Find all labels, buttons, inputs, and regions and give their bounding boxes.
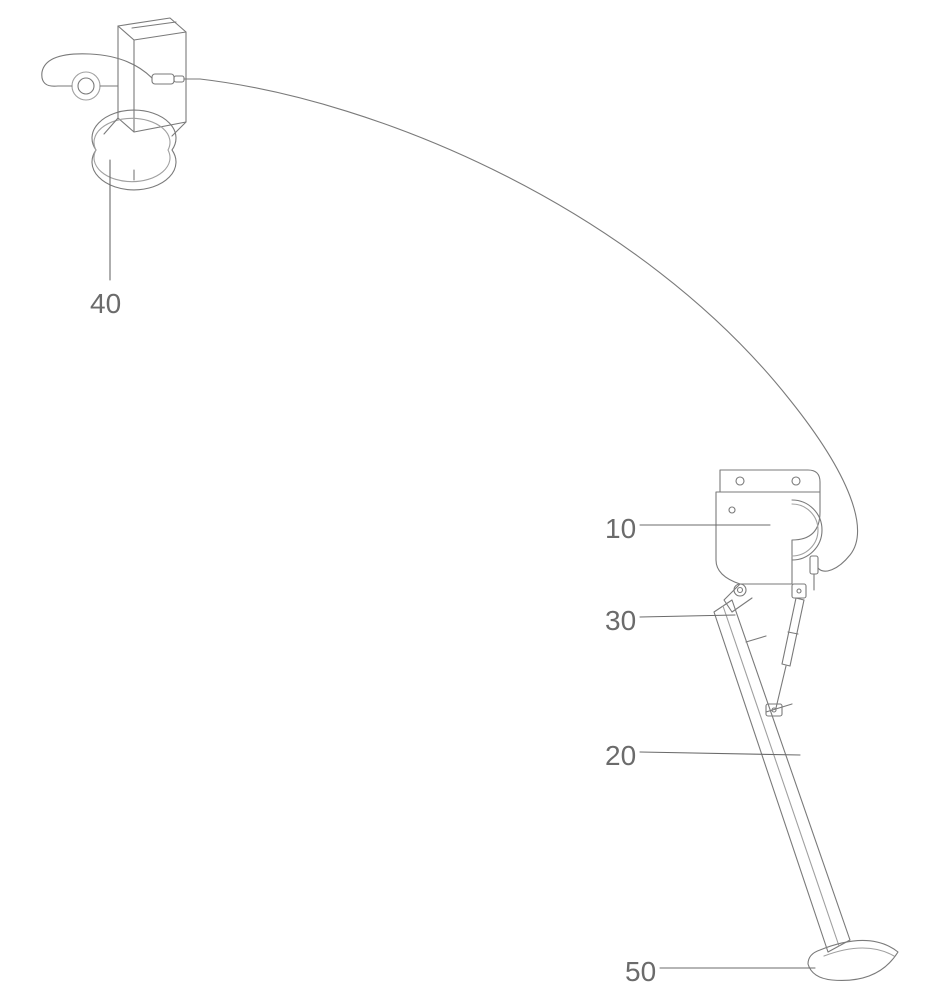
label-10: 10 bbox=[605, 513, 636, 545]
control-box bbox=[42, 18, 200, 190]
label-30: 30 bbox=[605, 605, 636, 637]
label-50: 50 bbox=[625, 956, 656, 988]
diagram-svg bbox=[0, 0, 947, 1000]
label-20: 20 bbox=[605, 740, 636, 772]
cable-end-fitting bbox=[810, 556, 818, 590]
kickstand-leg bbox=[714, 600, 850, 952]
label-40: 40 bbox=[90, 288, 121, 320]
cable bbox=[200, 79, 858, 571]
foot-pad bbox=[808, 940, 898, 980]
actuator bbox=[766, 584, 806, 716]
callout-lines bbox=[110, 160, 815, 968]
diagram-root: 40 10 30 20 50 bbox=[0, 0, 947, 1000]
